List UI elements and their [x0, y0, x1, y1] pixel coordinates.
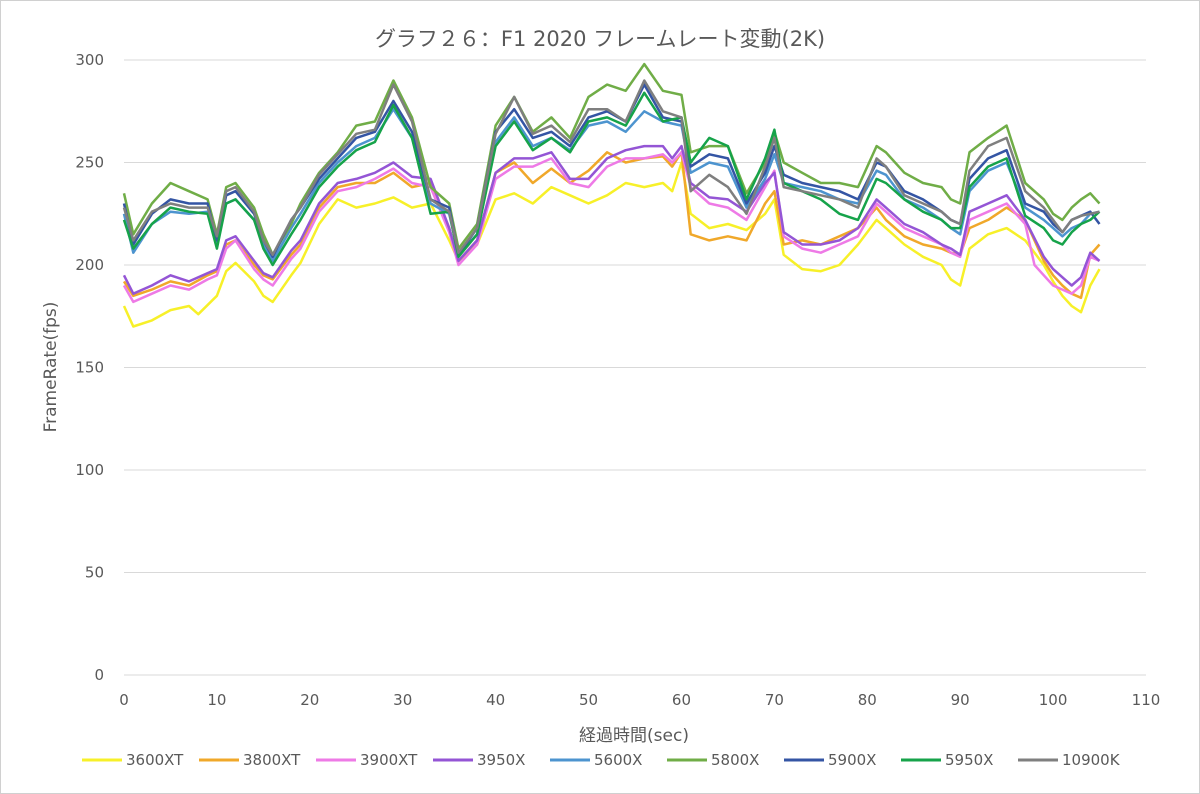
legend-label-3600XT: 3600XT	[126, 751, 184, 769]
legend-label-3950X: 3950X	[477, 751, 525, 769]
x-tick-label: 100	[1039, 691, 1068, 709]
x-tick-label: 10	[207, 691, 226, 709]
y-tick-label: 100	[75, 461, 104, 479]
x-tick-label: 30	[393, 691, 412, 709]
series-line-3900XT	[122, 151, 1101, 304]
x-tick-label: 0	[119, 691, 129, 709]
y-tick-label: 200	[75, 256, 104, 274]
x-tick-label: 20	[300, 691, 319, 709]
series-line-3950X	[122, 144, 1101, 295]
legend-label-10900K: 10900K	[1062, 751, 1121, 769]
legend-label-5900X: 5900X	[828, 751, 876, 769]
series-line-10900K	[122, 79, 1100, 257]
series-lines	[122, 62, 1101, 328]
x-tick-label: 90	[951, 691, 970, 709]
series-line-5800X	[122, 62, 1101, 257]
x-axis-label: 経過時間(sec)	[579, 726, 689, 746]
y-tick-label: 250	[75, 154, 104, 172]
legend-label-5950X: 5950X	[945, 751, 993, 769]
legend-label-3800XT: 3800XT	[243, 751, 301, 769]
x-tick-label: 110	[1132, 691, 1161, 709]
chart-title: グラフ２６：F1 2020 フレームレート変動(2K)	[375, 27, 825, 51]
series-line-3600XT	[122, 161, 1101, 328]
legend: 3600XT 3800XT 3900XT 3950X 5600X 5800X 5900X 59…	[82, 751, 1121, 769]
gridlines	[124, 59, 1146, 676]
x-tick-label: 60	[672, 691, 691, 709]
y-tick-label: 150	[75, 359, 104, 377]
series-line-5950X	[122, 91, 1101, 267]
x-tick-label: 40	[486, 691, 505, 709]
legend-label-5600X: 5600X	[594, 751, 642, 769]
y-tick-label: 0	[94, 666, 104, 684]
legend-label-3900XT: 3900XT	[360, 751, 418, 769]
y-tick-label: 50	[85, 564, 104, 582]
x-tick-label: 50	[579, 691, 598, 709]
series-line-5600X	[122, 107, 1100, 263]
x-axis-ticks: 0 10 20 30 40 50 60 70 80 90 100 110	[119, 691, 1160, 709]
x-tick-label: 70	[765, 691, 784, 709]
x-tick-label: 80	[858, 691, 877, 709]
y-tick-label: 300	[75, 51, 104, 69]
legend-label-5800X: 5800X	[711, 751, 759, 769]
y-axis-ticks: 0 50 100 150 200 250 300	[75, 51, 104, 684]
y-axis-label: FrameRate(fps)	[41, 302, 61, 433]
